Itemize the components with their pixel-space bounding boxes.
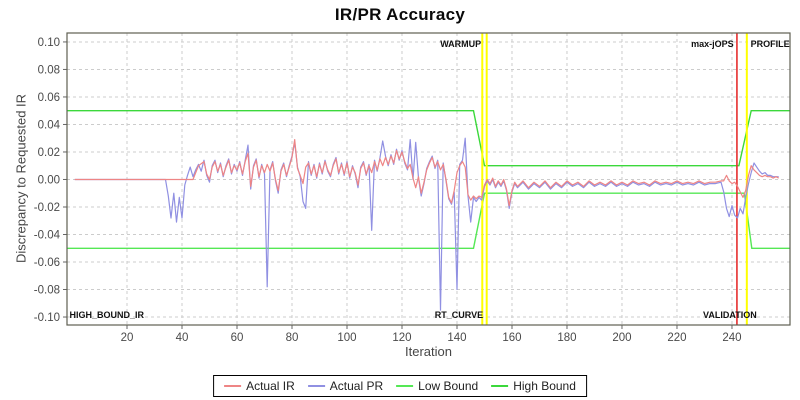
annotation-warmup: WARMUP [440, 39, 481, 49]
tick-marks [63, 41, 733, 329]
x-axis-label: Iteration [405, 344, 452, 359]
gridlines [67, 33, 790, 325]
series-high-bound [67, 109, 790, 167]
x-tick-label: 160 [502, 332, 521, 344]
y-tick-label: 0.08 [38, 64, 60, 76]
x-tick-label: 20 [121, 332, 134, 344]
y-tick-label: -0.04 [34, 229, 61, 241]
legend-item-high-bound: High Bound [491, 379, 576, 393]
plot-border [66, 32, 791, 326]
y-tick-label: 0.00 [38, 174, 60, 186]
legend-label: Low Bound [418, 379, 479, 393]
x-tick-label: 200 [612, 332, 631, 344]
series-low-bound [67, 192, 790, 250]
y-tick-label: 0.06 [38, 92, 60, 104]
x-tick-label: 220 [667, 332, 686, 344]
y-tick-label: -0.02 [34, 202, 60, 214]
x-tick-label: 140 [447, 332, 466, 344]
annotation-rt-curve: RT_CURVE [435, 310, 483, 320]
legend-item-actual-pr: Actual PR [307, 379, 384, 393]
annotation-profile: PROFILE [751, 39, 790, 49]
x-tick-label: 40 [176, 332, 189, 344]
y-tick-label: -0.06 [34, 257, 60, 269]
y-axis-label: Discrepancy to Requested IR [13, 93, 29, 264]
y-tick-label: -0.10 [34, 312, 60, 324]
legend: Actual IR Actual PR Low Bound High Bound [213, 375, 587, 397]
x-tick-label: 80 [286, 332, 299, 344]
legend-swatch [396, 385, 414, 387]
x-tick-label: 60 [231, 332, 244, 344]
y-tick-label: 0.02 [38, 147, 60, 159]
x-tick-label: 180 [557, 332, 576, 344]
annotation-validation: VALIDATION [703, 310, 757, 320]
legend-item-low-bound: Low Bound [396, 379, 478, 393]
legend-swatch [307, 385, 325, 387]
chart-title: IR/PR Accuracy [334, 5, 466, 24]
annotation-max-jops: max-jOPS [691, 39, 734, 49]
x-tick-label: 120 [392, 332, 411, 344]
legend-label: Actual PR [329, 379, 384, 393]
x-tick-label: 100 [337, 332, 356, 344]
legend-item-actual-ir: Actual IR [224, 379, 295, 393]
series-actual-ir [74, 139, 779, 207]
legend-label: High Bound [513, 379, 576, 393]
y-tick-label: 0.04 [38, 119, 61, 131]
annotation-high-bound-ir: HIGH_BOUND_IR [70, 310, 145, 320]
y-tick-label: 0.10 [38, 37, 60, 49]
legend-swatch [224, 385, 242, 387]
y-tick-label: -0.08 [34, 285, 60, 297]
legend-swatch [491, 385, 509, 387]
x-tick-label: 240 [722, 332, 741, 344]
legend-label: Actual IR [246, 379, 295, 393]
